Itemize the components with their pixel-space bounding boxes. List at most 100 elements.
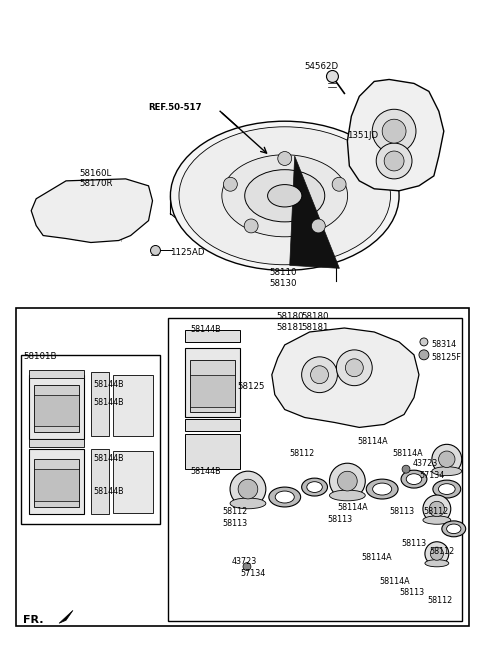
Bar [190, 360, 235, 411]
Polygon shape [290, 156, 339, 268]
Text: 58114A: 58114A [337, 503, 368, 512]
Circle shape [301, 357, 337, 393]
Text: 57134: 57134 [240, 568, 265, 578]
Bar [34, 459, 79, 507]
Ellipse shape [301, 478, 327, 496]
Text: 58114A: 58114A [392, 449, 423, 459]
Ellipse shape [329, 490, 365, 501]
Text: 58112: 58112 [427, 597, 452, 606]
Circle shape [278, 152, 292, 166]
Text: 43723: 43723 [413, 459, 438, 468]
Text: 58112: 58112 [290, 449, 315, 459]
Text: 58125F: 58125F [431, 353, 461, 362]
Bar [34, 469, 79, 501]
Ellipse shape [230, 498, 266, 509]
Text: 58144B: 58144B [94, 454, 124, 463]
Text: 58144B: 58144B [94, 380, 124, 389]
Circle shape [243, 562, 251, 570]
Text: 58144B: 58144B [94, 397, 124, 407]
Ellipse shape [425, 560, 449, 567]
Circle shape [151, 246, 160, 256]
Text: 58113: 58113 [389, 507, 414, 516]
Bar [113, 374, 153, 436]
Circle shape [312, 219, 325, 233]
Text: 1351JD: 1351JD [348, 131, 379, 140]
Text: 58113: 58113 [327, 515, 353, 524]
Text: 58160L: 58160L [79, 169, 111, 178]
Circle shape [425, 542, 449, 566]
Circle shape [430, 547, 444, 560]
Circle shape [423, 495, 451, 523]
Ellipse shape [433, 480, 461, 498]
Text: 58112: 58112 [222, 507, 247, 516]
Bar [29, 374, 84, 440]
Bar [29, 370, 84, 378]
Circle shape [439, 451, 455, 467]
Circle shape [329, 463, 365, 499]
Bar [21, 355, 160, 524]
Circle shape [336, 350, 372, 386]
Circle shape [402, 465, 410, 473]
Circle shape [326, 70, 338, 82]
Text: 58113: 58113 [222, 519, 247, 528]
Bar [168, 318, 462, 622]
Text: 58180: 58180 [301, 312, 329, 321]
Text: 1125AD: 1125AD [170, 248, 205, 258]
Text: FR.: FR. [23, 616, 44, 625]
Polygon shape [348, 79, 444, 191]
Ellipse shape [170, 121, 399, 270]
Text: 58114A: 58114A [379, 577, 410, 585]
Text: 58181: 58181 [276, 323, 303, 332]
Bar [29, 440, 84, 447]
Bar [29, 449, 84, 514]
Circle shape [376, 143, 412, 179]
Text: 58101B: 58101B [23, 352, 57, 361]
Text: 58112: 58112 [423, 507, 448, 516]
Bar [91, 449, 109, 514]
Ellipse shape [438, 484, 455, 495]
Circle shape [230, 471, 266, 507]
Bar [91, 372, 109, 436]
Text: REF.50-517: REF.50-517 [148, 103, 202, 112]
Circle shape [384, 151, 404, 171]
Circle shape [238, 479, 258, 499]
Circle shape [372, 109, 416, 153]
Bar [185, 419, 240, 432]
Polygon shape [272, 328, 419, 428]
Text: 58130: 58130 [270, 279, 297, 288]
Text: 58314: 58314 [431, 340, 456, 349]
Ellipse shape [401, 470, 427, 488]
Bar [190, 374, 235, 407]
Ellipse shape [423, 516, 451, 524]
Text: 58144B: 58144B [190, 325, 221, 334]
Ellipse shape [406, 474, 422, 484]
Polygon shape [59, 610, 73, 623]
Circle shape [346, 359, 363, 376]
Circle shape [332, 177, 346, 191]
Ellipse shape [366, 479, 398, 499]
Ellipse shape [442, 521, 466, 537]
Ellipse shape [222, 155, 348, 237]
Text: 43723: 43723 [232, 556, 257, 566]
Text: 58180: 58180 [276, 312, 303, 321]
Polygon shape [31, 179, 153, 242]
Circle shape [382, 119, 406, 143]
Bar [16, 308, 468, 626]
Text: 58144B: 58144B [94, 487, 124, 496]
Text: 58113: 58113 [399, 589, 424, 597]
Text: 58112: 58112 [429, 547, 454, 556]
Text: 58114A: 58114A [361, 553, 392, 562]
Circle shape [420, 338, 428, 346]
Ellipse shape [307, 482, 323, 493]
Text: 58114A: 58114A [357, 438, 388, 446]
Ellipse shape [267, 185, 302, 207]
Text: 58181: 58181 [301, 323, 329, 332]
Bar [34, 384, 79, 432]
Ellipse shape [372, 483, 392, 495]
Bar [185, 330, 240, 342]
Ellipse shape [245, 170, 325, 222]
Bar [185, 348, 240, 417]
Text: 57134: 57134 [419, 471, 444, 480]
Text: 58110: 58110 [270, 268, 297, 277]
Circle shape [429, 501, 444, 516]
